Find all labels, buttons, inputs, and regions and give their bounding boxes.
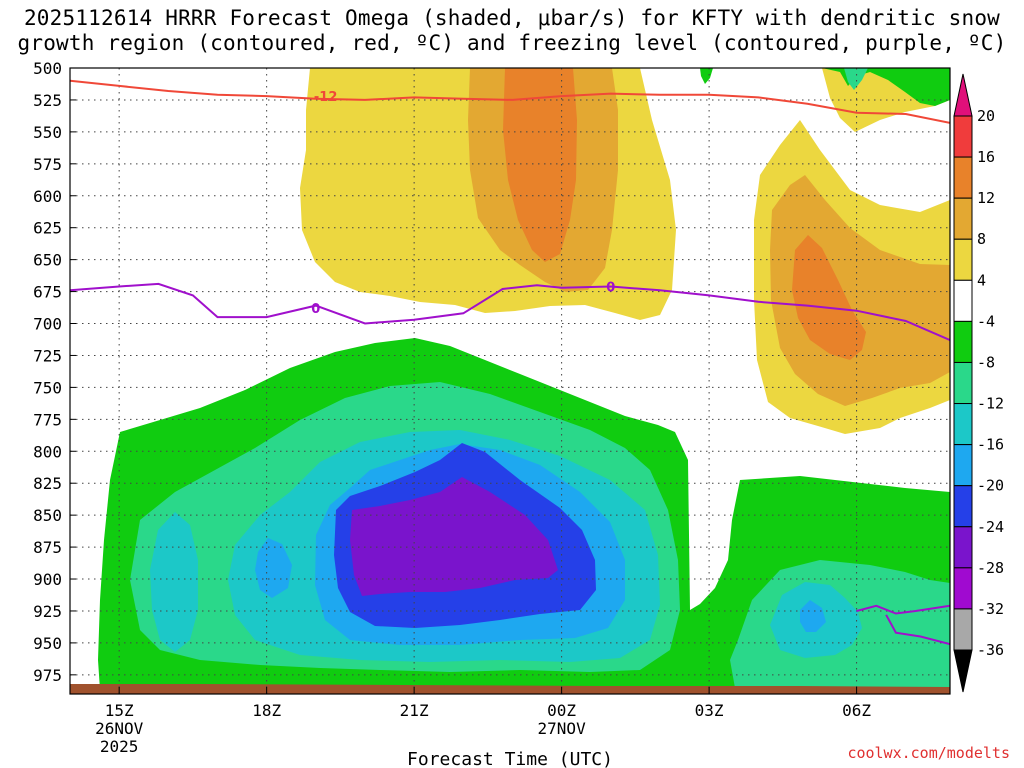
x-tick-date-15Z: 26NOV <box>95 719 144 738</box>
colorbar-bin-12 <box>953 156 973 199</box>
colorbar-label-2: 12 <box>977 189 995 207</box>
y-axis: 500 525 550 575 600 625 650 675 700 725 750 775 800 8… <box>33 59 76 685</box>
colorbar-bin-16 <box>953 115 973 158</box>
y-tick-label-500: 500 <box>33 59 62 78</box>
colorbar-label-7: -12 <box>977 395 1004 413</box>
omega-shaded-field <box>70 68 950 694</box>
omega-region-minus4-top <box>700 68 950 106</box>
colorbar-label-10: -24 <box>977 518 1004 536</box>
x-tick-year-15Z: 2025 <box>100 737 139 756</box>
y-tick-label-700: 700 <box>33 315 62 334</box>
y-tick-label-800: 800 <box>33 442 62 461</box>
y-tick-label-900: 900 <box>33 570 62 589</box>
contour-line-1 <box>70 282 950 342</box>
y-tick-label-950: 950 <box>33 634 62 653</box>
y-tick-label-925: 925 <box>33 602 62 621</box>
y-tick-label-650: 650 <box>33 251 62 270</box>
y-tick-label-600: 600 <box>33 187 62 206</box>
x-tick-date-00Z: 27NOV <box>538 719 587 738</box>
x-tick-label-03Z: 03Z <box>695 701 724 720</box>
colorbar-bin--36 <box>953 608 973 651</box>
contour-label-2: 0 <box>606 280 615 295</box>
y-tick-label-750: 750 <box>33 378 62 397</box>
colorbar-label-0: 20 <box>977 107 995 125</box>
colorbar-label-9: -20 <box>977 477 1004 495</box>
colorbar-label-4: 4 <box>977 271 986 289</box>
y-tick-label-825: 825 <box>33 474 62 493</box>
contour-label-1: 0 <box>311 302 320 317</box>
colorbar-label-13: -36 <box>977 641 1004 659</box>
colorbar-bin--8 <box>953 320 973 363</box>
plot-frame <box>69 67 951 695</box>
x-tick-label-00Z: 00Z <box>547 701 576 720</box>
y-tick-label-575: 575 <box>33 155 62 174</box>
colorbar-bin--24 <box>953 485 973 528</box>
colorbar-bin-8 <box>953 197 973 240</box>
omega-region-minus8-top <box>844 68 868 90</box>
colorbar-label-12: -32 <box>977 600 1004 618</box>
colorbar-bin--12 <box>953 361 973 405</box>
colorbar-label-3: 8 <box>977 230 986 248</box>
chart-title-line1: 2025112614 HRRR Forecast Omega (shaded, … <box>23 6 1001 30</box>
colorbar-label-6: -8 <box>977 353 995 371</box>
temperature-contours: -12 0 0 <box>70 79 950 646</box>
y-tick-label-675: 675 <box>33 283 62 302</box>
x-tick-label-06Z: 06Z <box>842 701 871 720</box>
colorbar-bin--28 <box>953 526 973 569</box>
contour-line-2 <box>856 604 950 615</box>
terrain-surface <box>70 684 950 694</box>
x-axis-title: Forecast Time (UTC) <box>407 749 613 768</box>
y-tick-label-725: 725 <box>33 346 62 365</box>
x-tick-label-15Z: 15Z <box>105 701 134 720</box>
x-tick-label-18Z: 18Z <box>252 701 281 720</box>
y-tick-label-875: 875 <box>33 538 62 557</box>
y-tick-label-525: 525 <box>33 91 62 110</box>
x-tick-label-21Z: 21Z <box>400 701 429 720</box>
y-tick-label-550: 550 <box>33 123 62 142</box>
colorbar-bin--4 <box>953 279 973 322</box>
colorbar-label-1: 16 <box>977 148 995 166</box>
colorbar-bin-4 <box>953 238 973 281</box>
y-tick-label-850: 850 <box>33 506 62 525</box>
contour-line-3 <box>885 614 950 646</box>
omega-region-minus24 <box>350 477 558 596</box>
chart-title-line2: growth region (contoured, red, ºC) and f… <box>17 31 1007 55</box>
colorbar-bin--32 <box>953 567 973 610</box>
colorbar: 20 16 12 8 4 -4 -8 -12 -16 -20 -24 -28 -32 -36 <box>953 73 1004 693</box>
colorbar-bin--20 <box>953 444 973 487</box>
y-tick-label-625: 625 <box>33 219 62 238</box>
credit-text: coolwx.com/modelts <box>847 744 1010 762</box>
y-tick-label-975: 975 <box>33 666 62 685</box>
colorbar-label-8: -16 <box>977 436 1004 454</box>
contour-line-0 <box>70 79 950 124</box>
y-tick-label-775: 775 <box>33 410 62 429</box>
colorbar-label-5: -4 <box>977 312 995 330</box>
contour-label-0: -12 <box>314 90 338 105</box>
colorbar-bottom-arrow <box>953 649 973 693</box>
colorbar-bin--16 <box>953 403 973 446</box>
colorbar-top-arrow <box>953 73 973 117</box>
colorbar-label-11: -28 <box>977 559 1004 577</box>
